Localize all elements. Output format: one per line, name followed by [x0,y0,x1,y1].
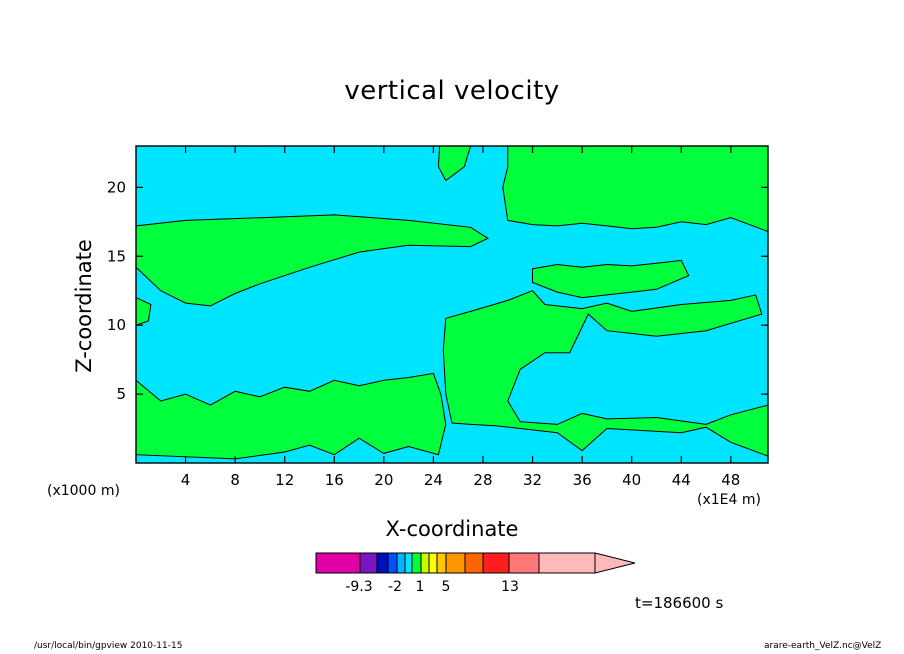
x-tick-label: 16 [325,471,344,489]
colorbar-segment [315,552,361,574]
footer-program-date: /usr/local/bin/gpview 2010-11-15 [34,641,183,651]
x-axis-label: X-coordinate [385,517,519,541]
colorbar-segment [404,552,413,574]
colorbar-tick-label: 5 [442,579,451,595]
colorbar-segment [482,552,510,574]
plot-area [135,145,769,464]
colorbar-segment [436,552,447,574]
colorbar-segment [508,552,540,574]
colorbar-tick-label: -2 [388,579,402,595]
x-tick-label: 8 [230,471,240,489]
y-tick-label: 15 [107,247,126,265]
x-axis-unit: (x1000 m) [47,483,120,499]
x-tick-label: 20 [374,471,393,489]
x-tick-label: 44 [672,471,691,489]
region-inner-upper-band [532,259,690,299]
colorbar-arrow [594,552,636,574]
colorbar: -9.3 -2 1 5 13 [315,552,636,595]
region-lower-band [135,372,447,460]
y-axis-ticks: 5 10 15 20 [107,178,768,403]
chart-title: vertical velocity [344,76,560,106]
x-tick-label: 40 [622,471,641,489]
colorbar-segment [538,552,596,574]
colorbar-segment [359,552,378,574]
x-tick-label: 28 [473,471,492,489]
colorbar-segment [396,552,406,574]
colorbar-segment [411,552,422,574]
region-top-right [502,145,769,233]
region-upper-left-band [135,214,489,307]
time-label: t=186600 s [635,594,724,612]
z-axis-unit: (x1E4 m) [697,492,761,508]
x-tick-label: 12 [275,471,294,489]
y-tick-label: 5 [116,385,126,403]
colorbar-tick-label: 1 [416,579,425,595]
x-tick-label: 36 [573,471,592,489]
colorbar-segment [420,552,430,574]
colorbar-tick-label: -9.3 [345,579,372,595]
region-right-band [442,290,769,457]
x-tick-label: 4 [181,471,191,489]
contour-regions [135,145,769,460]
plot-frame [135,145,769,464]
y-tick-label: 10 [107,316,126,334]
colorbar-segment [464,552,484,574]
colorbar-segment [428,552,438,574]
x-axis-ticks: 4 8 12 16 20 24 28 32 36 40 44 48 [181,146,740,489]
x-tick-label: 24 [424,471,443,489]
footer-file-variable: arare-earth_VelZ.nc@VelZ [764,641,882,651]
x-tick-label: 48 [721,471,740,489]
colorbar-segment [387,552,398,574]
x-tick-label: 32 [523,471,542,489]
colorbar-segment [445,552,466,574]
y-tick-label: 20 [107,178,126,196]
colorbar-segment [376,552,389,574]
colorbar-tick-label: 13 [501,579,519,595]
